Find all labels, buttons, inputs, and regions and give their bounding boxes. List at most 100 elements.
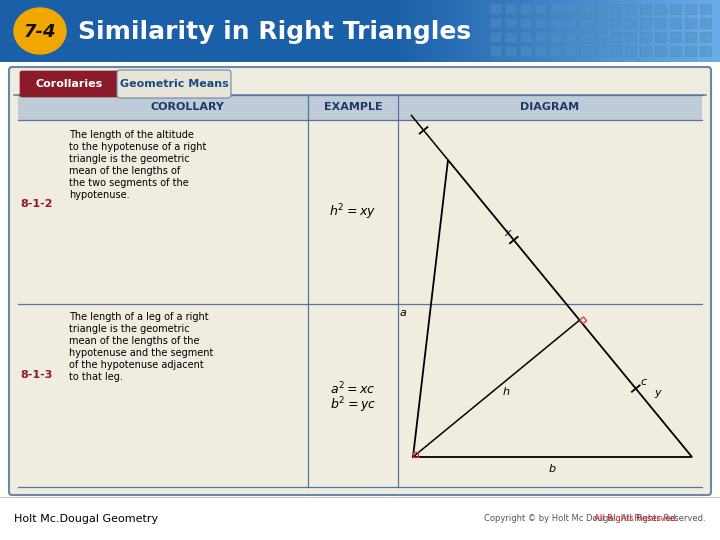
Bar (505, 46, 516, 56)
Text: Geometric Means: Geometric Means (120, 79, 228, 89)
Bar (610, 18, 621, 28)
Bar (640, 18, 651, 28)
Bar (76, 0, 79, 62)
Bar (595, 46, 606, 56)
Bar (472, 0, 475, 62)
Bar (40, 0, 43, 62)
Bar (535, 18, 546, 28)
Bar (29, 0, 32, 62)
Bar (176, 0, 180, 62)
Bar (644, 0, 648, 62)
Bar (454, 0, 457, 62)
Bar (640, 46, 651, 56)
Bar (670, 0, 673, 62)
Bar (374, 0, 378, 62)
Bar (535, 4, 546, 14)
Bar (670, 46, 681, 56)
Text: COROLLARY: COROLLARY (150, 103, 224, 112)
Bar (655, 32, 666, 42)
Bar (610, 46, 621, 56)
Bar (490, 46, 501, 56)
Bar (700, 46, 711, 56)
Bar (425, 0, 428, 62)
Bar (565, 18, 576, 28)
Bar (475, 0, 479, 62)
Bar (133, 0, 137, 62)
Bar (580, 46, 591, 56)
Bar (572, 0, 576, 62)
Bar (212, 0, 216, 62)
Bar (580, 18, 591, 28)
Bar (626, 0, 630, 62)
Bar (371, 0, 374, 62)
Bar (608, 0, 612, 62)
Bar (72, 0, 76, 62)
Bar (612, 0, 616, 62)
Bar (550, 32, 561, 42)
Bar (637, 0, 641, 62)
Bar (698, 0, 702, 62)
Bar (468, 0, 472, 62)
Bar (540, 0, 544, 62)
Bar (353, 0, 356, 62)
Bar (670, 18, 681, 28)
Bar (50, 0, 54, 62)
Bar (302, 0, 306, 62)
Bar (505, 18, 516, 28)
Bar (284, 0, 288, 62)
Bar (551, 0, 554, 62)
Text: 8-1-3: 8-1-3 (20, 370, 53, 380)
Text: mean of the lengths of: mean of the lengths of (69, 166, 180, 176)
Bar (396, 0, 400, 62)
Bar (198, 0, 202, 62)
Bar (432, 0, 436, 62)
Bar (520, 4, 531, 14)
Text: of the hypotenuse adjacent: of the hypotenuse adjacent (69, 360, 204, 369)
Bar (364, 0, 367, 62)
Bar (61, 0, 65, 62)
Bar (457, 0, 461, 62)
Bar (520, 46, 531, 56)
Bar (317, 0, 320, 62)
Bar (529, 0, 533, 62)
Bar (342, 0, 346, 62)
Bar (270, 0, 274, 62)
Bar (32, 0, 36, 62)
Text: mean of the lengths of the: mean of the lengths of the (69, 335, 199, 346)
Bar (18, 95, 702, 120)
Bar (436, 0, 439, 62)
Bar (666, 0, 670, 62)
Bar (504, 0, 508, 62)
Bar (595, 32, 606, 42)
Bar (295, 0, 299, 62)
Bar (490, 0, 493, 62)
Bar (122, 0, 126, 62)
Bar (550, 4, 561, 14)
Bar (685, 18, 696, 28)
Bar (610, 4, 621, 14)
Bar (313, 0, 317, 62)
Bar (173, 0, 176, 62)
Bar (421, 0, 425, 62)
Bar (166, 0, 169, 62)
FancyBboxPatch shape (20, 71, 119, 97)
Text: $h^2 = xy$: $h^2 = xy$ (330, 202, 377, 221)
Bar (238, 0, 241, 62)
Bar (446, 0, 450, 62)
Bar (155, 0, 158, 62)
Bar (595, 4, 606, 14)
Text: Copyright © by Holt Mc Dougal. All Rights Reserved.: Copyright © by Holt Mc Dougal. All Right… (485, 514, 706, 523)
Bar (565, 4, 576, 14)
Bar (684, 0, 688, 62)
Bar (486, 0, 490, 62)
Bar (505, 32, 516, 42)
Bar (407, 0, 410, 62)
Bar (256, 0, 259, 62)
Bar (245, 0, 248, 62)
Text: 8-1-2: 8-1-2 (20, 199, 53, 209)
Text: to that leg.: to that leg. (69, 372, 123, 381)
Bar (677, 0, 680, 62)
Bar (580, 32, 591, 42)
Bar (385, 0, 389, 62)
Bar (518, 0, 522, 62)
